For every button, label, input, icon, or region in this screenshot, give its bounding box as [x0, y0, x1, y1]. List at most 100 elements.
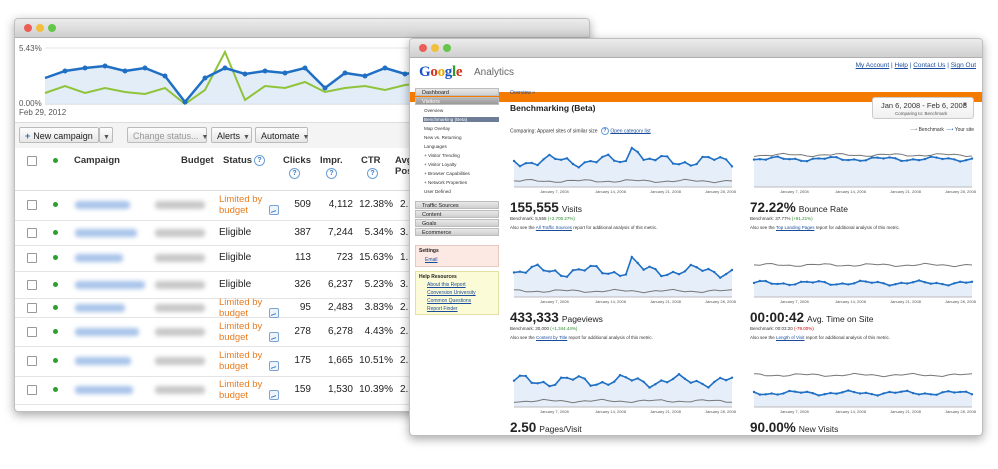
mini-date-label: January 14, 2008 — [835, 189, 867, 194]
sidebar-content[interactable]: Content — [415, 210, 499, 218]
help-icon[interactable]: ? — [289, 168, 300, 179]
help-icon[interactable]: ? — [600, 127, 609, 135]
your-site-point — [752, 390, 756, 394]
col-campaign[interactable]: Campaign — [74, 155, 120, 166]
change-status-dropdown[interactable]: Change status... ▼ — [127, 127, 208, 143]
campaign-name-redacted[interactable] — [75, 254, 123, 262]
date-range-picker[interactable]: Jan 6, 2008 - Feb 6, 2008 ▼ Comparing to… — [872, 97, 974, 119]
visitor-menu-item[interactable]: + Visitor Trending — [424, 153, 460, 158]
visitor-menu-item[interactable]: Benchmarking (Beta) — [423, 117, 499, 122]
row-checkbox[interactable] — [27, 356, 37, 366]
help-resource-link[interactable]: About this Report — [427, 282, 466, 288]
col-ctr[interactable]: CTR? — [361, 155, 381, 179]
contact-us-link[interactable]: Contact Us — [913, 62, 946, 69]
help-icon[interactable]: ? — [367, 168, 378, 179]
see-also-link[interactable]: Content by Title — [536, 335, 568, 340]
table-row[interactable]: Eligible 113 723 15.63% 1. — [15, 245, 589, 272]
breadcrumb[interactable]: Overview » — [510, 90, 536, 96]
row-checkbox[interactable] — [27, 327, 37, 337]
help-resource-link[interactable]: Report Finder — [427, 306, 458, 312]
row-checkbox[interactable] — [27, 200, 37, 210]
chart-icon[interactable] — [269, 308, 279, 319]
row-checkbox[interactable] — [27, 385, 37, 395]
table-row[interactable]: Eligible 326 6,237 5.23% 3. — [15, 271, 589, 299]
visitor-menu-item[interactable]: Languages — [424, 144, 447, 149]
row-checkbox[interactable] — [27, 228, 37, 238]
automate-dropdown[interactable]: Automate ▼ — [255, 127, 309, 143]
zoom-dot-icon[interactable] — [48, 24, 56, 32]
your-site-point — [870, 281, 873, 284]
visitor-menu-item[interactable]: + Browser Capabilities — [424, 171, 470, 176]
close-dot-icon[interactable] — [419, 44, 427, 52]
analytics-window: Google Analytics My Account | Help | Con… — [409, 38, 983, 436]
visitor-menu-item[interactable]: + Visitor Loyalty — [424, 162, 457, 167]
your-site-point — [589, 384, 592, 387]
new-campaign-button[interactable]: + New campaign — [19, 127, 99, 143]
sidebar-ecommerce[interactable]: Ecommerce — [415, 228, 499, 236]
your-site-point — [730, 376, 734, 379]
campaign-name-redacted[interactable] — [75, 201, 130, 209]
minimize-dot-icon[interactable] — [36, 24, 44, 32]
col-impr[interactable]: Impr.? — [320, 155, 343, 179]
impr-value: 1,665 — [327, 355, 353, 366]
campaign-name-redacted[interactable] — [75, 281, 145, 289]
col-budget[interactable]: Budget — [181, 155, 214, 166]
table-row[interactable]: Limited by budget 175 1,665 10.51% 2. — [15, 346, 589, 377]
sidebar-traffic-sources[interactable]: Traffic Sources — [415, 201, 499, 209]
chart-icon[interactable] — [269, 390, 279, 401]
help-link[interactable]: Help — [894, 62, 908, 69]
campaign-name-redacted[interactable] — [75, 229, 137, 237]
help-resource-link[interactable]: Common Questions — [427, 298, 472, 304]
your-site-point — [799, 280, 803, 283]
sidebar-goals[interactable]: Goals — [415, 219, 499, 227]
visitor-menu-item[interactable]: New vs. Returning — [424, 135, 462, 140]
category-list-link[interactable]: Open category list — [610, 128, 651, 135]
google-logo[interactable]: Google — [419, 64, 463, 80]
see-also-link[interactable]: Top Landing Pages — [775, 225, 815, 230]
alerts-dropdown[interactable]: Alerts ▼ — [211, 127, 252, 143]
your-site-point — [929, 282, 932, 285]
select-all-checkbox[interactable] — [27, 156, 37, 166]
visitor-menu-item[interactable]: Map Overlay — [424, 126, 451, 131]
table-row[interactable]: Limited by budget 278 6,278 4.43% 2. — [15, 317, 589, 347]
sidebar-visitors[interactable]: Visitors — [415, 97, 499, 105]
sidebar-dashboard[interactable]: Dashboard — [415, 88, 499, 96]
new-campaign-dropdown-button[interactable]: ▼ — [99, 127, 113, 143]
visitor-menu-item[interactable]: + Network Properties — [424, 180, 468, 185]
table-row[interactable]: Eligible 387 7,244 5.34% 3. — [15, 220, 589, 246]
table-row[interactable]: Limited by budget 159 1,530 10.39% 2. — [15, 376, 589, 405]
benchmark-comparison: Benchmark: 5,555 (+2,700.27%) — [510, 216, 575, 221]
campaign-name-redacted[interactable] — [75, 328, 139, 336]
minimize-dot-icon[interactable] — [431, 44, 439, 52]
table-row[interactable]: Limited by budget 95 2,483 3.83% 2. — [15, 297, 589, 319]
row-checkbox[interactable] — [27, 280, 37, 290]
help-icon[interactable]: ? — [254, 155, 266, 166]
col-status[interactable]: Status? — [223, 155, 266, 166]
zoom-dot-icon[interactable] — [443, 44, 451, 52]
campaign-name-redacted[interactable] — [75, 357, 131, 365]
table-row[interactable]: Limited by budget 509 4,112 12.38% 2. — [15, 190, 589, 221]
chart-icon[interactable] — [269, 332, 279, 343]
row-checkbox[interactable] — [27, 303, 37, 313]
help-icon[interactable]: ? — [326, 168, 337, 179]
visitor-menu-item[interactable]: Overview — [424, 108, 444, 113]
your-site-point — [970, 157, 974, 160]
sign-out-link[interactable]: Sign Out — [950, 62, 976, 69]
campaign-name-redacted[interactable] — [75, 386, 133, 394]
chart-icon[interactable] — [269, 361, 279, 372]
help-resource-link[interactable]: Conversion University — [427, 290, 476, 296]
settings-email-link[interactable]: Email — [425, 257, 438, 263]
benchmark-text: Benchmark: 37.77% — [750, 216, 792, 221]
my-account-link[interactable]: My Account — [855, 62, 890, 69]
your-site-point — [683, 270, 687, 273]
chart-icon[interactable] — [269, 205, 279, 216]
campaign-name-redacted[interactable] — [75, 304, 125, 312]
your-site-point — [565, 376, 569, 379]
row-checkbox[interactable] — [27, 253, 37, 263]
visitor-menu-item[interactable]: User Defined — [424, 189, 451, 194]
col-avg-pos[interactable]: Avg. Pos. — [395, 155, 416, 177]
see-also-link[interactable]: Length of Visit — [776, 335, 805, 340]
close-dot-icon[interactable] — [24, 24, 32, 32]
col-clicks[interactable]: Clicks? — [283, 155, 311, 179]
see-also-link[interactable]: All Traffic Sources — [535, 225, 572, 230]
